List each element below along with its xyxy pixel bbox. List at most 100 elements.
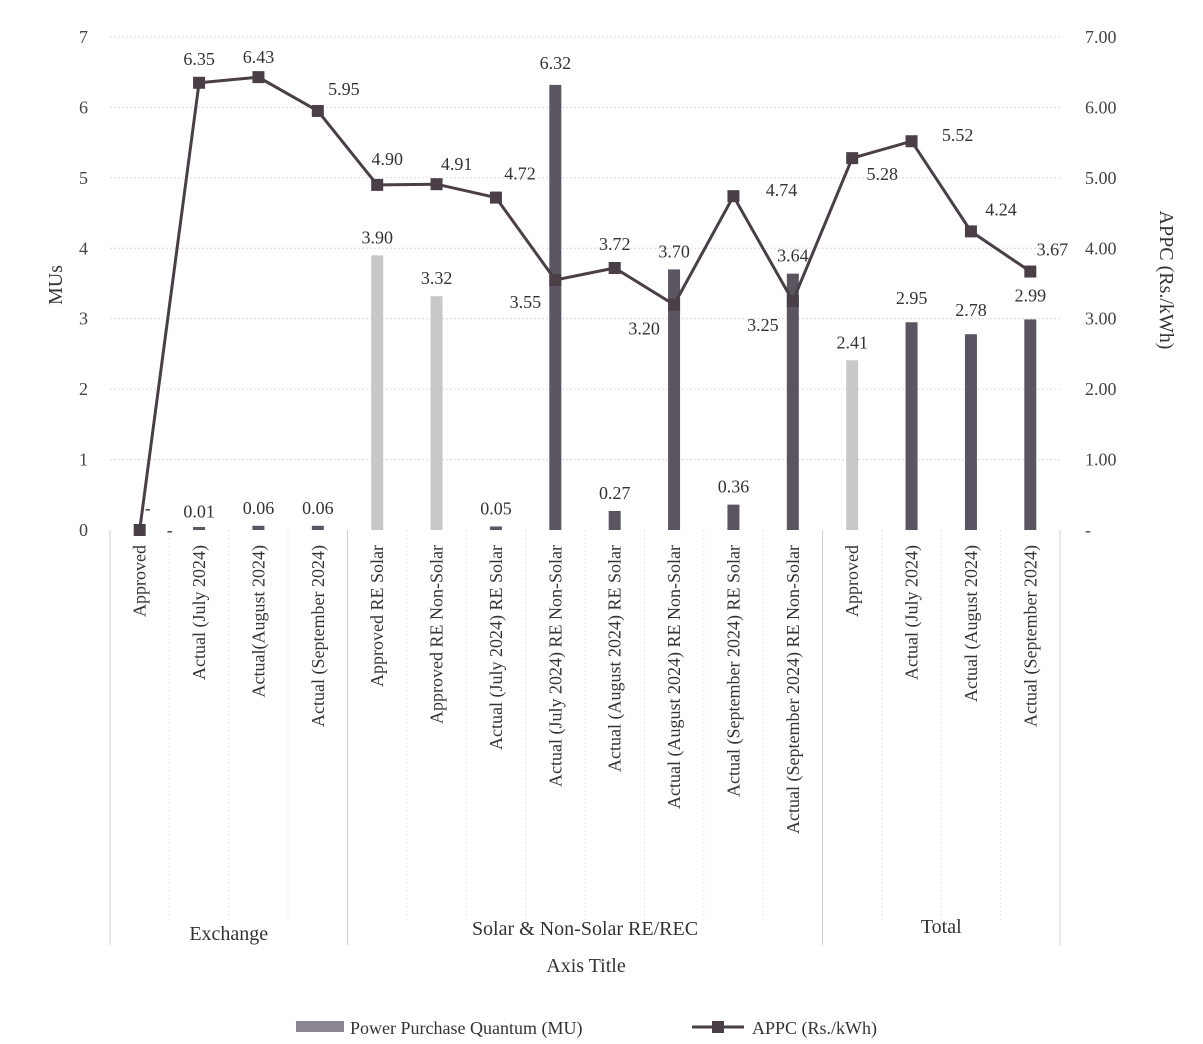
data-labels: -0.01 0.06 0.06 3.90 3.32 0.05 6.32 0.27 3.70 0.3… xyxy=(145,47,1068,540)
y-axis-title: MUs xyxy=(45,265,67,305)
bar-data-label: 3.32 xyxy=(421,268,453,288)
legend-line-label: APPC (Rs./kWh) xyxy=(752,1018,877,1039)
y2-tick-label: 1.00 xyxy=(1085,450,1117,470)
category-label: Approved xyxy=(130,545,150,617)
line-data-label: 5.28 xyxy=(866,164,898,184)
category-label: Actual (September 2024) RE Non-Solar xyxy=(783,545,804,834)
bar xyxy=(252,525,265,530)
line-data-label: 3.20 xyxy=(628,319,660,339)
bar xyxy=(430,296,443,530)
x-axis-title: Axis Title xyxy=(546,955,626,977)
category-label: Actual (September 2024) xyxy=(308,545,329,727)
bar xyxy=(846,360,859,530)
bar-data-label: - xyxy=(167,520,173,540)
line-point xyxy=(193,76,206,89)
bar-data-label: 0.01 xyxy=(183,501,215,521)
y2-tick-label: - xyxy=(1085,520,1091,540)
line-series xyxy=(133,71,1037,536)
y2-tick-label: 2.00 xyxy=(1085,379,1117,399)
line-point xyxy=(964,225,977,238)
line-point xyxy=(371,178,384,191)
bar xyxy=(608,510,621,530)
y2-tick-label: 7.00 xyxy=(1085,27,1117,47)
y2-tick-label: 5.00 xyxy=(1085,168,1117,188)
y2-tick-label: 3.00 xyxy=(1085,309,1117,329)
bar-data-label: 0.36 xyxy=(718,477,750,497)
category-label: Actual (September 2024) xyxy=(1020,545,1041,727)
bar-data-label: 2.99 xyxy=(1015,285,1047,305)
line-data-label: 5.95 xyxy=(328,79,360,99)
category-label: Actual (July 2024) RE Non-Solar xyxy=(545,545,566,787)
y-tick-label: 2 xyxy=(79,379,88,399)
line-data-label: 4.72 xyxy=(504,164,536,184)
group-label: Solar & Non-Solar RE/REC xyxy=(472,918,698,940)
bar xyxy=(549,84,562,531)
y2-tick-label: 6.00 xyxy=(1085,97,1117,117)
category-label: Actual (July 2024) xyxy=(902,545,923,680)
category-label: Actual (August 2024) RE Solar xyxy=(605,545,626,772)
line-point xyxy=(430,178,443,191)
line-data-label: 6.35 xyxy=(183,49,215,69)
line-point xyxy=(668,298,681,311)
category-label: Actual (August 2024) RE Non-Solar xyxy=(664,545,685,809)
gridlines xyxy=(109,36,1061,945)
category-label: Approved xyxy=(842,545,862,617)
line-data-label: 5.52 xyxy=(942,125,974,145)
bar xyxy=(786,273,799,530)
bar xyxy=(668,269,681,530)
group-label: Exchange xyxy=(189,923,268,945)
legend-line-marker xyxy=(712,1021,724,1033)
line-point xyxy=(786,295,799,308)
legend: Power Purchase Quantum (MU) APPC (Rs./kW… xyxy=(296,1018,877,1039)
y-tick-label: 7 xyxy=(79,27,88,47)
bar-data-label: 3.64 xyxy=(777,246,809,266)
line-data-label: 3.55 xyxy=(510,292,542,312)
legend-bar-label: Power Purchase Quantum (MU) xyxy=(350,1018,582,1039)
y-tick-label: 0 xyxy=(79,520,88,540)
y-tick-label: 5 xyxy=(79,168,88,188)
category-label: Actual(August 2024) xyxy=(248,545,269,697)
bar-data-label: 0.27 xyxy=(599,483,631,503)
line-point xyxy=(727,190,740,203)
bar-data-label: 2.41 xyxy=(836,332,868,352)
y2-axis-title: APPC (Rs./kWh) xyxy=(1155,211,1177,350)
line-point xyxy=(846,152,859,165)
y-tick-label: 1 xyxy=(79,450,88,470)
bar xyxy=(489,526,502,530)
line-data-label: 4.90 xyxy=(371,149,403,169)
y-tick-label: 3 xyxy=(79,309,88,329)
y-tick-label: 6 xyxy=(79,97,88,117)
bar-data-label: 2.95 xyxy=(896,288,928,308)
bar-data-label: 0.06 xyxy=(302,498,334,518)
bar xyxy=(193,527,206,530)
line-point xyxy=(549,273,562,286)
bar-data-label: 3.90 xyxy=(361,227,393,247)
line-point xyxy=(133,524,146,536)
line-point xyxy=(489,191,502,204)
bar-series xyxy=(193,84,1037,531)
category-label: Actual (July 2024) RE Solar xyxy=(486,545,507,750)
bar xyxy=(1024,319,1037,530)
line-path xyxy=(138,75,1032,531)
line-data-label: 3.67 xyxy=(1037,240,1069,260)
bar xyxy=(371,255,384,531)
line-data-label: 6.43 xyxy=(243,47,275,67)
bar-data-label: 6.32 xyxy=(540,53,572,73)
bar-data-label: 3.70 xyxy=(658,241,690,261)
bar xyxy=(727,504,740,530)
category-label: Approved RE Non-Solar xyxy=(427,545,447,724)
category-label: Approved RE Solar xyxy=(367,545,387,687)
line-data-label: 4.24 xyxy=(985,199,1017,219)
line-data-label: 4.74 xyxy=(766,180,798,200)
line-point xyxy=(905,135,918,148)
legend-bar-swatch xyxy=(296,1021,344,1032)
bar-data-label: 0.05 xyxy=(480,498,512,518)
category-label: Actual (September 2024) RE Solar xyxy=(723,545,744,797)
line-data-label: 3.72 xyxy=(599,234,631,254)
line-point xyxy=(311,104,324,117)
line-point xyxy=(252,71,265,84)
bar-data-label: 0.06 xyxy=(243,498,275,518)
bar xyxy=(905,322,918,530)
line-data-label: 3.25 xyxy=(747,315,779,335)
